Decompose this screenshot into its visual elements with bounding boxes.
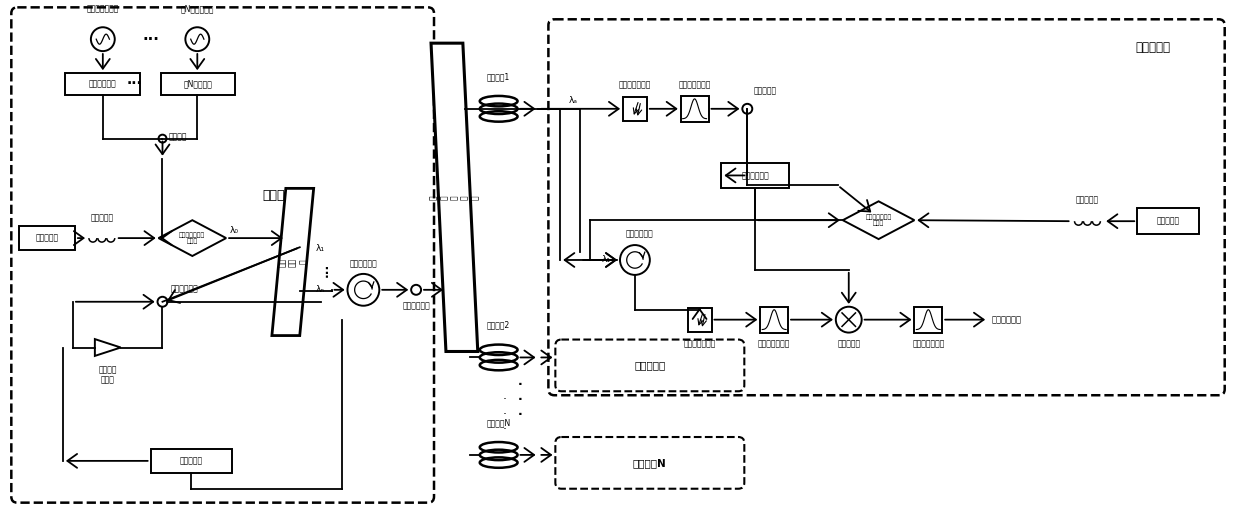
Text: 偏振控制器: 偏振控制器 xyxy=(91,213,113,222)
FancyBboxPatch shape xyxy=(150,449,232,473)
Text: ···: ··· xyxy=(143,32,159,47)
Text: 第三窄通滤波器: 第三窄通滤波器 xyxy=(913,339,945,349)
Text: 远端节点N: 远端节点N xyxy=(632,458,667,468)
Text: λ₀: λ₀ xyxy=(231,226,239,234)
Text: ·
·
·: · · · xyxy=(518,378,523,421)
Text: 第一光耦合器: 第一光耦合器 xyxy=(402,302,430,311)
Text: 第一光电探测器: 第一光电探测器 xyxy=(619,80,651,89)
Text: 电耦合器: 电耦合器 xyxy=(169,132,187,141)
Text: λ₁: λ₁ xyxy=(316,244,325,252)
Polygon shape xyxy=(159,220,226,256)
Text: λₐ: λₐ xyxy=(568,96,578,105)
Text: 第一三倍频器: 第一三倍频器 xyxy=(742,171,769,180)
Text: 第一激光源: 第一激光源 xyxy=(36,233,58,243)
Text: 第一马赫曾德尔
调制器: 第一马赫曾德尔 调制器 xyxy=(180,232,206,244)
Polygon shape xyxy=(843,201,914,239)
FancyBboxPatch shape xyxy=(64,73,140,95)
Text: 掺铒光纤
放大器: 掺铒光纤 放大器 xyxy=(98,366,117,385)
Polygon shape xyxy=(95,339,120,356)
Text: 第二马赫曾德尔
调制器: 第二马赫曾德尔 调制器 xyxy=(866,214,892,226)
Text: 第一二分频器: 第一二分频器 xyxy=(88,79,117,89)
Text: λₙ: λₙ xyxy=(316,285,325,294)
Text: 第二激光源: 第二激光源 xyxy=(1157,217,1179,226)
Text: λ₁: λ₁ xyxy=(603,255,611,265)
Text: 第二光电探测器: 第二光电探测器 xyxy=(683,339,715,349)
Text: 第一混频器: 第一混频器 xyxy=(837,339,861,349)
FancyBboxPatch shape xyxy=(20,226,74,250)
FancyBboxPatch shape xyxy=(160,73,236,95)
Text: 第一微波信号源: 第一微波信号源 xyxy=(87,4,119,13)
Text: 第一功分器: 第一功分器 xyxy=(753,86,776,95)
Polygon shape xyxy=(432,43,477,351)
Text: 第一窄通滤波器: 第一窄通滤波器 xyxy=(678,80,711,89)
FancyBboxPatch shape xyxy=(722,162,789,188)
Text: 波分
复用
器: 波分 复用 器 xyxy=(278,258,308,267)
Text: 第N微波信号源: 第N微波信号源 xyxy=(181,4,215,13)
Text: 偏振控制器: 偏振控制器 xyxy=(1076,195,1099,204)
Text: 第二光环行器: 第二光环行器 xyxy=(626,229,653,238)
Text: 第一光环行器: 第一光环行器 xyxy=(350,259,377,268)
Text: 单模光纤1: 单模光纤1 xyxy=(487,72,511,81)
Text: ···: ··· xyxy=(321,263,334,277)
Text: ·
·
·: · · · xyxy=(502,393,507,436)
Text: 单模光纤2: 单模光纤2 xyxy=(487,321,511,330)
FancyBboxPatch shape xyxy=(1137,208,1199,234)
Text: 波
分
分
波
器: 波 分 分 波 器 xyxy=(429,195,480,200)
Text: 远端节点一: 远端节点一 xyxy=(1136,40,1171,54)
Text: 第二光耦合器: 第二光耦合器 xyxy=(170,285,198,294)
Text: 声光调制器: 声光调制器 xyxy=(180,456,203,465)
FancyBboxPatch shape xyxy=(688,308,712,332)
Text: 中心站: 中心站 xyxy=(262,189,285,202)
Text: 单模光纤N: 单模光纤N xyxy=(486,418,511,427)
Text: 远端节点二: 远端节点二 xyxy=(634,360,666,370)
FancyBboxPatch shape xyxy=(760,307,789,333)
Text: ···: ··· xyxy=(126,77,143,91)
FancyBboxPatch shape xyxy=(622,97,647,121)
FancyBboxPatch shape xyxy=(914,307,942,333)
Text: 第二窄通滤波器: 第二窄通滤波器 xyxy=(758,339,790,349)
Polygon shape xyxy=(272,188,314,335)
Text: 第N二分频器: 第N二分频器 xyxy=(184,79,212,89)
FancyBboxPatch shape xyxy=(681,96,708,122)
Text: 第一微波信号: 第一微波信号 xyxy=(992,315,1022,324)
